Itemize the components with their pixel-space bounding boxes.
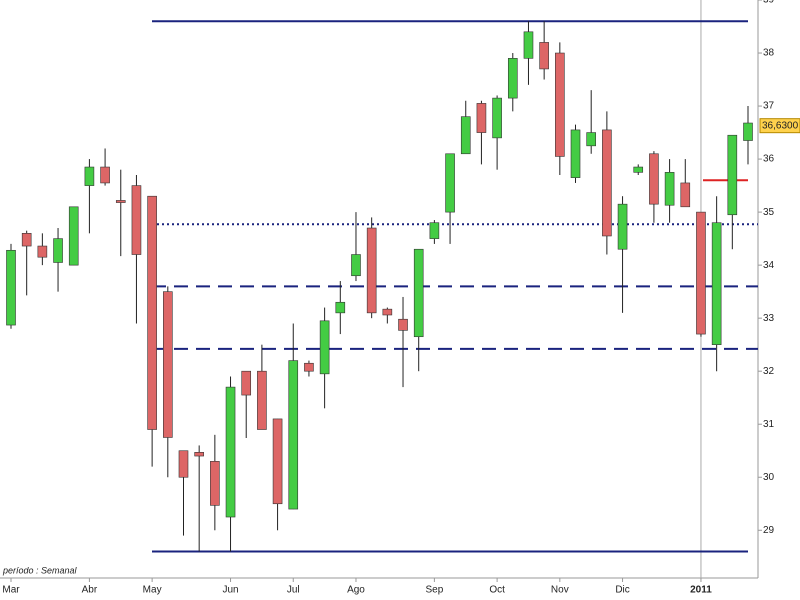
x-tick-label: Oct [489, 585, 505, 596]
candle-body [115, 200, 126, 203]
candle-body [131, 185, 142, 255]
candle-body [241, 370, 252, 396]
candle-body [633, 166, 644, 173]
candle-body [351, 254, 361, 277]
y-tick-label: 31 [763, 419, 775, 430]
candle-body [178, 450, 189, 478]
candle-body [429, 222, 440, 239]
candle-body [398, 318, 408, 331]
candle-body [727, 134, 738, 216]
candle-body [210, 461, 220, 506]
candle-body [555, 52, 565, 157]
y-tick-label: 29 [763, 525, 775, 536]
candle-body [413, 248, 424, 338]
candle-body [586, 132, 596, 147]
footnote: período : Semanal [2, 565, 78, 575]
candle-body [523, 31, 534, 59]
x-tick-label: May [143, 585, 162, 596]
candle-body [304, 362, 314, 372]
candle-body [335, 301, 346, 314]
y-tick-label: 32 [763, 366, 775, 377]
candle-body [649, 153, 659, 205]
candle-body [21, 233, 32, 247]
y-tick-label: 34 [763, 260, 775, 271]
candle-body [288, 360, 299, 510]
candle-body [37, 245, 48, 258]
candle-body [147, 195, 157, 430]
x-tick-label: Jun [222, 585, 238, 596]
x-tick-label: Jul [287, 585, 300, 596]
last-price-label: 36,6300 [762, 120, 799, 131]
x-tick-label: Abr [82, 585, 98, 596]
candle-body [194, 452, 204, 457]
x-tick-label: Sep [425, 585, 443, 596]
x-tick-label: 2011 [690, 585, 712, 596]
candle-body [163, 291, 173, 438]
candle-body [225, 386, 236, 518]
last-price-box [759, 118, 800, 134]
candle-body [617, 203, 628, 250]
candle-body [53, 238, 63, 263]
candle-body [696, 211, 706, 335]
candle-body [272, 418, 283, 505]
y-tick-label: 39 [763, 0, 775, 6]
candle-body [570, 129, 581, 178]
candle-body [680, 182, 691, 208]
x-tick-label: Mar [2, 585, 20, 596]
candle-body [743, 122, 753, 141]
candle-body [711, 222, 722, 345]
candle-body [319, 320, 330, 375]
candle-body [84, 166, 95, 186]
candle-body [602, 129, 612, 237]
candle-body [664, 172, 675, 206]
candle-body [257, 370, 267, 430]
y-tick-label: 30 [763, 472, 775, 483]
x-tick-label: Ago [347, 585, 365, 596]
candle-body [539, 42, 549, 70]
y-tick-label: 35 [763, 207, 775, 218]
y-tick-label: 33 [763, 313, 775, 324]
candle-body [382, 308, 393, 316]
candle-body [445, 153, 455, 213]
x-tick-label: Nov [551, 585, 569, 596]
candle-body [100, 166, 110, 184]
x-tick-label: Dic [615, 585, 629, 596]
candle-body [476, 103, 487, 133]
candle-body [6, 249, 16, 326]
candle-body [492, 97, 502, 139]
candle-body [460, 116, 471, 155]
candle-body [68, 206, 79, 266]
candle-body [366, 227, 377, 314]
y-tick-label: 37 [763, 101, 775, 112]
y-tick-label: 36 [763, 154, 775, 165]
y-tick-label: 38 [763, 48, 775, 59]
candle-body [507, 58, 518, 99]
